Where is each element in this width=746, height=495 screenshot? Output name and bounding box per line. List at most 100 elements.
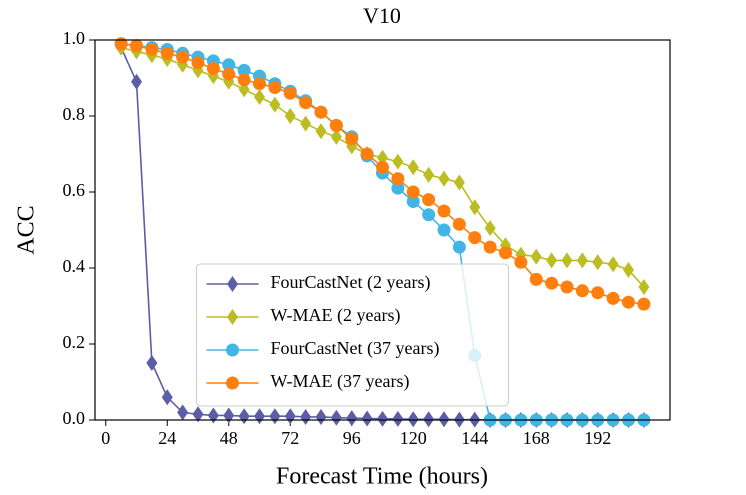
diamond-marker [192,406,204,423]
y-tick-label: 1.0 [63,28,86,48]
circle-marker [145,43,159,56]
circle-marker [376,160,389,174]
circle-marker [268,81,282,94]
circle-marker [253,77,267,91]
circle-marker [606,291,620,305]
diamond-marker [392,410,404,427]
diamond-marker [392,153,404,170]
diamond-marker [254,408,266,425]
circle-marker [206,62,220,75]
diamond-marker [407,159,419,176]
circle-marker [237,63,251,77]
x-tick-label: 48 [220,428,238,448]
diamond-marker [423,411,435,428]
diamond-marker [546,252,558,269]
y-tick-label: 0.2 [63,332,86,352]
circle-marker [422,208,436,222]
x-axis-label: Forecast Time (hours) [276,464,488,490]
y-tick-label: 0.4 [63,256,86,276]
circle-marker [314,105,328,119]
circle-marker [160,46,174,60]
circle-marker [329,119,343,132]
circle-marker [345,132,359,146]
diamond-marker [515,246,527,263]
diamond-marker [438,411,450,428]
diamond-marker [330,128,342,145]
diamond-marker [592,254,604,271]
legend-label: W-MAE (2 years) [271,305,401,326]
diamond-marker [530,248,542,265]
legend-label: W-MAE (37 years) [271,371,410,392]
diamond-marker [330,409,342,426]
circle-marker [575,284,589,298]
diamond-marker [131,73,143,90]
diamond-marker [269,408,281,425]
circle-marker [406,195,420,208]
circle-marker [176,50,190,64]
diamond-marker [207,407,219,424]
circle-marker [299,96,313,110]
diamond-marker [300,115,312,132]
circle-marker [114,37,128,51]
diamond-marker [453,174,465,191]
diamond-marker [269,96,281,113]
y-tick-label: 0.6 [63,180,86,200]
x-tick-label: 168 [523,428,550,448]
circle-marker [406,185,420,199]
diamond-marker [561,252,573,269]
circle-marker [483,240,497,254]
diamond-marker [361,410,373,427]
diamond-marker [284,408,296,425]
circle-marker [437,204,451,218]
circle-marker [237,73,251,87]
diamond-marker [607,256,619,273]
diamond-marker [407,411,419,428]
circle-marker [591,286,605,300]
diamond-marker [346,410,358,427]
diamond-marker [576,252,588,269]
circle-marker [560,280,574,294]
circle-marker [452,217,466,231]
x-tick-label: 24 [158,428,176,448]
diamond-marker [469,199,481,216]
x-tick-label: 120 [400,428,427,448]
circle-marker [191,56,205,70]
diamond-marker [146,355,158,371]
legend: FourCastNet (2 years) W-MAE (2 years) Four… [196,263,509,407]
circle-marker [437,223,451,237]
diamond-marker [622,261,634,278]
circle-marker [621,295,635,309]
diamond-marker [177,404,189,421]
circle-marker [452,240,466,254]
y-axis-label: ACC [14,205,40,254]
diamond-marker [223,407,235,424]
circle-marker [222,58,236,72]
circle-marker [422,193,436,207]
x-tick-label: 144 [461,428,488,448]
diamond-marker [484,220,496,237]
plot-frame [94,39,671,421]
y-tick-label: 0.8 [63,104,86,124]
diamond-marker [638,279,650,295]
diamond-marker [315,408,327,425]
diamond-marker [377,410,388,427]
circle-marker [391,181,405,195]
circle-marker [545,276,559,290]
circle-marker [637,297,651,311]
diamond-marker [315,123,327,140]
circle-marker [391,172,405,186]
x-tick-label: 0 [101,428,110,448]
diamond-marker [284,108,296,124]
circle-marker [226,343,239,357]
circle-marker [529,272,543,286]
circle-marker [360,147,374,161]
diamond-marker [227,276,238,292]
x-tick-label: 72 [281,428,299,448]
diamond-marker [227,309,238,325]
x-tick-label: 96 [343,428,361,448]
circle-marker [468,231,482,245]
circle-marker [514,255,528,269]
diamond-marker [161,389,173,406]
diamond-marker [423,166,435,183]
